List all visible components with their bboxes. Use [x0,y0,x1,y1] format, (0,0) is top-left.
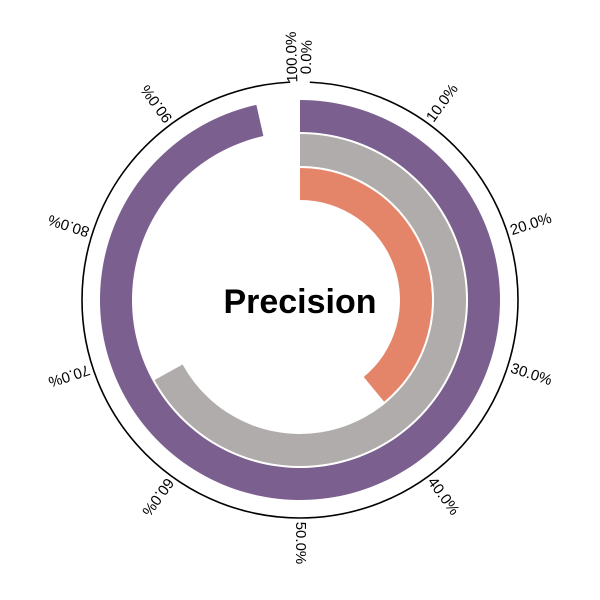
center-label: Precision [223,283,376,321]
tick-label-10: 100.0% [283,31,302,82]
bars-group [99,100,500,500]
bar-ring-3 [300,168,432,402]
tick-label-5: 50.0% [292,522,309,565]
tick-label-8: 80.0% [46,211,92,240]
tick-label-6: 60.0% [138,475,177,519]
tick-label-3: 30.0% [508,360,554,389]
tick-label-2: 20.0% [508,210,554,239]
tick-label-7: 70.0% [46,361,92,390]
tick-label-0: 0.0% [298,40,316,75]
tick-label-1: 10.0% [423,81,462,125]
tick-label-9: 90.0% [137,82,176,126]
tick-label-4: 40.0% [424,474,463,518]
